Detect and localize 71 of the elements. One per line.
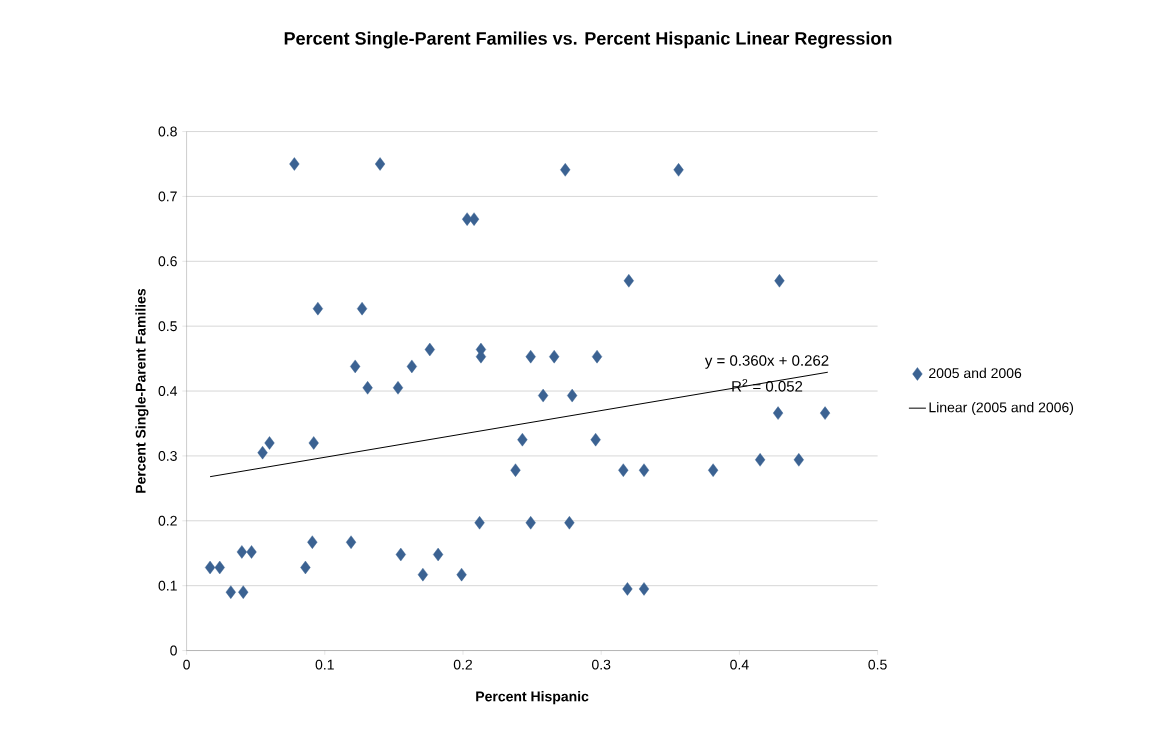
point (591, 349, 603, 364)
point (424, 342, 435, 357)
point (673, 163, 684, 177)
point (819, 406, 831, 420)
y-axis-title: Percent Single-Parent Families (135, 288, 149, 493)
point (549, 349, 560, 364)
point (225, 585, 236, 599)
x-tick-label: 0.2 (453, 659, 472, 670)
point (468, 212, 480, 226)
point (474, 516, 485, 530)
y-tick-label: 0.4 (158, 386, 178, 397)
x-tick-label: 0 (183, 659, 190, 670)
legend-label: 2005 and 2006 (929, 367, 1022, 379)
point (257, 445, 268, 460)
point (567, 388, 578, 403)
point (793, 453, 804, 467)
point (525, 349, 536, 364)
point (773, 406, 784, 420)
point (264, 436, 275, 450)
point (246, 545, 257, 559)
point (433, 547, 444, 562)
y-tick-label: 0.2 (158, 515, 177, 526)
point (236, 545, 247, 559)
point (564, 516, 575, 530)
point (392, 381, 404, 395)
point (618, 463, 629, 477)
chart-title: Percent Single-Parent Families vs. Percent Hispanic Linear Regression (284, 31, 892, 49)
point (205, 560, 216, 575)
point (517, 433, 528, 447)
point (622, 582, 633, 596)
y-tick-label: 0.7 (158, 191, 177, 202)
x-tick-label: 0.3 (591, 659, 611, 670)
point (708, 463, 719, 477)
point (417, 567, 428, 582)
y-tick-label: 0.8 (158, 126, 177, 137)
point (238, 585, 249, 599)
point (623, 274, 634, 288)
x-tick-label: 0.1 (315, 659, 334, 670)
point (774, 274, 785, 288)
y-tick-label: 0.3 (158, 450, 177, 461)
point (350, 359, 361, 374)
point (362, 381, 373, 395)
legend-label: Linear (2005 and 2006) (929, 402, 1074, 416)
point (525, 516, 536, 530)
point (395, 547, 406, 562)
point (374, 157, 386, 171)
point (456, 567, 467, 582)
point (590, 433, 601, 447)
point (510, 463, 521, 477)
point (357, 301, 368, 316)
point (638, 582, 650, 596)
point (345, 535, 357, 549)
x-axis-title: Percent Hispanic (476, 691, 589, 705)
point (289, 157, 300, 171)
point (538, 388, 549, 403)
point (755, 453, 766, 467)
point (308, 436, 319, 450)
annotation: y = 0.360x + 0.262 (704, 355, 829, 369)
point (300, 560, 311, 575)
point (214, 560, 225, 575)
point (312, 301, 323, 316)
point (560, 163, 571, 177)
x-tick-label: 0.4 (730, 659, 749, 670)
y-tick-label: 0.6 (158, 256, 177, 267)
x-tick-label: 0.5 (868, 659, 887, 670)
point (406, 359, 417, 374)
point (638, 463, 650, 477)
y-tick-label: 0.1 (158, 580, 177, 591)
y-tick-label: 0 (170, 645, 177, 656)
point (307, 535, 318, 549)
y-tick-label: 0.5 (158, 321, 177, 332)
